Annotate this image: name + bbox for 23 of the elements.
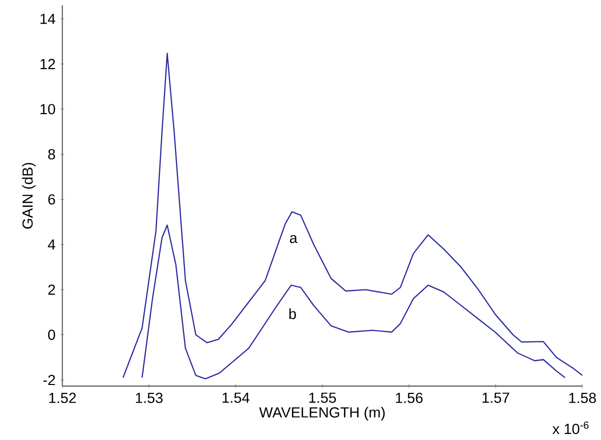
x-axis-title: WAVELENGTH (m): [259, 406, 385, 421]
text: x 10$^{-6}$: [552, 422, 589, 434]
y-tick-label: -2: [43, 374, 55, 386]
y-tick-label: 8: [48, 149, 56, 160]
y-tick-label: 14: [40, 14, 56, 24]
x-tick-label: 1.57: [482, 392, 510, 404]
x-tick-label: 1.56: [396, 392, 423, 404]
y-tick-label: 6: [48, 194, 56, 205]
x-tick-label: 1.53: [136, 392, 163, 404]
x-tick-label: 1.54: [222, 392, 250, 404]
y-tick-label: 0: [48, 330, 56, 340]
y-tick-label: 4: [48, 240, 56, 250]
x-tick-label: 1.58: [569, 392, 596, 404]
y-axis-title: GAIN (dB): [22, 163, 36, 229]
x-tick-label: 1.55: [309, 392, 336, 404]
series-label: a: [290, 235, 298, 244]
line-series: [122, 52, 582, 378]
y-tick-label: 10: [40, 104, 56, 114]
x-tick-label: 1.52: [49, 392, 76, 404]
line-series: [141, 224, 566, 380]
y-tick-label: 2: [48, 284, 55, 295]
series-label: b: [289, 308, 296, 320]
y-tick-label: 12: [40, 59, 55, 70]
